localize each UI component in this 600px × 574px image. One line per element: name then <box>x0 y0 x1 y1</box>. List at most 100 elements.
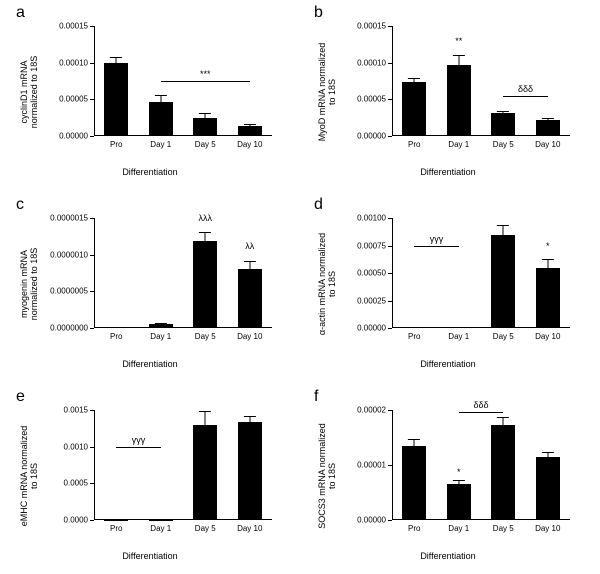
bar-fill <box>193 241 217 328</box>
errorbar <box>205 232 206 242</box>
xtick-label: Day 1 <box>448 520 469 533</box>
xlabel-e: Differentiation <box>122 551 177 561</box>
errorbar-cap <box>155 95 167 96</box>
xlabel-c: Differentiation <box>122 359 177 369</box>
xtick-label: Day 1 <box>150 136 171 149</box>
bar-fill <box>238 126 262 136</box>
xtick-label: Day 1 <box>448 328 469 341</box>
bar-Pro <box>104 327 128 328</box>
errorbar-cap <box>453 55 465 56</box>
bar-fill <box>447 65 471 136</box>
bar-fill <box>536 268 560 329</box>
xtick-label: Pro <box>408 520 420 533</box>
annotation-line <box>414 246 459 247</box>
bar-fill <box>536 457 560 520</box>
bar-fill <box>402 446 426 520</box>
errorbar-cap <box>453 480 465 481</box>
plot-f: 0.000000.000010.00002ProDay 1Day 5Day 10… <box>392 410 570 520</box>
panel-label-e: e <box>16 388 25 406</box>
ytick-label: 0.00000 <box>357 132 392 141</box>
errorbar-cap <box>497 111 509 112</box>
bar-Day 10 <box>238 126 262 136</box>
bar-fill <box>447 327 471 328</box>
xtick-label: Pro <box>408 136 420 149</box>
annotation: δδδ <box>473 400 488 410</box>
plot-d: 0.000000.000250.000500.000750.00100ProDa… <box>392 218 570 328</box>
ylabel-b: MyoD mRNA normalizedto 18S <box>318 43 338 142</box>
bar-Pro <box>402 446 426 520</box>
errorbar-cap <box>542 118 554 119</box>
annotation-line <box>116 447 161 448</box>
bar-Day 5 <box>193 118 217 136</box>
ylabel-a: cyclinD1 mRNAnormalized to 18S <box>20 56 40 129</box>
annotation: δδδ <box>518 84 533 94</box>
errorbar-cap <box>542 259 554 260</box>
annotation: *** <box>200 69 211 79</box>
ytick-label: 0.00001 <box>357 461 392 470</box>
ytick-label: 0.00005 <box>357 95 392 104</box>
errorbar <box>503 225 504 235</box>
bar-Day 1 <box>149 324 173 328</box>
annotation: γγγ <box>132 435 146 445</box>
bar-fill <box>402 327 426 328</box>
bar-fill <box>193 118 217 136</box>
annotation: λλ <box>245 241 254 251</box>
errorbar-cap <box>408 78 420 79</box>
annotation-line <box>459 412 504 413</box>
ytick-label: 0.00015 <box>59 22 94 31</box>
yaxis <box>392 26 393 136</box>
bar-Day 5 <box>193 425 217 520</box>
errorbar-cap <box>244 261 256 262</box>
annotation-line <box>161 81 250 82</box>
ytick-label: 0.00002 <box>357 406 392 415</box>
bar-Day 5 <box>491 425 515 520</box>
errorbar <box>503 417 504 425</box>
figure: acyclinD1 mRNAnormalized to 18SDifferent… <box>0 0 600 574</box>
bar-fill <box>491 235 515 329</box>
bar-fill <box>104 327 128 328</box>
bar-Pro <box>104 63 128 136</box>
ytick-label: 0.0000015 <box>50 214 94 223</box>
ytick-label: 0.00005 <box>59 95 94 104</box>
annotation: γγγ <box>430 234 444 244</box>
bar-Day 10 <box>536 268 560 329</box>
errorbar-cap <box>497 417 509 418</box>
bar-Day 1 <box>447 484 471 520</box>
xtick-label: Day 1 <box>150 328 171 341</box>
bar-Pro <box>402 327 426 328</box>
xlabel-a: Differentiation <box>122 167 177 177</box>
errorbar <box>205 411 206 424</box>
xtick-label: Day 10 <box>535 328 560 341</box>
yaxis <box>94 26 95 136</box>
ytick-label: 0.00010 <box>59 58 94 67</box>
xlabel-f: Differentiation <box>420 551 475 561</box>
xtick-label: Pro <box>408 328 420 341</box>
plot-e: 0.00000.00050.00100.0015ProDay 1Day 5Day… <box>94 410 272 520</box>
xtick-label: Day 1 <box>150 520 171 533</box>
bar-Day 1 <box>447 327 471 328</box>
bar-fill <box>491 425 515 520</box>
bar-Day 10 <box>238 269 262 328</box>
errorbar-cap <box>408 439 420 440</box>
yaxis <box>94 410 95 520</box>
errorbar <box>458 55 459 65</box>
panel-label-d: d <box>314 196 323 214</box>
panel-a: acyclinD1 mRNAnormalized to 18SDifferent… <box>10 4 290 179</box>
bar-fill <box>104 63 128 136</box>
bar-Day 1 <box>447 65 471 136</box>
panel-label-c: c <box>16 196 24 214</box>
bar-fill <box>238 422 262 520</box>
panel-c: cmyogenin mRNAnormalized to 18SDifferent… <box>10 196 290 371</box>
panel-label-b: b <box>314 4 323 22</box>
plot-a: 0.000000.000050.000100.00015ProDay 1Day … <box>94 26 272 136</box>
annotation: * <box>457 467 461 477</box>
panel-b: bMyoD mRNA normalizedto 18SDifferentiati… <box>308 4 588 179</box>
ytick-label: 0.0000005 <box>50 287 94 296</box>
ylabel-f: SOCS3 mRNA normalizedto 18S <box>318 423 338 529</box>
errorbar <box>547 259 548 268</box>
ytick-label: 0.00075 <box>357 241 392 250</box>
ytick-label: 0.00050 <box>357 269 392 278</box>
errorbar-cap <box>244 416 256 417</box>
ytick-label: 0.0000 <box>64 516 94 525</box>
ytick-label: 0.00010 <box>357 58 392 67</box>
